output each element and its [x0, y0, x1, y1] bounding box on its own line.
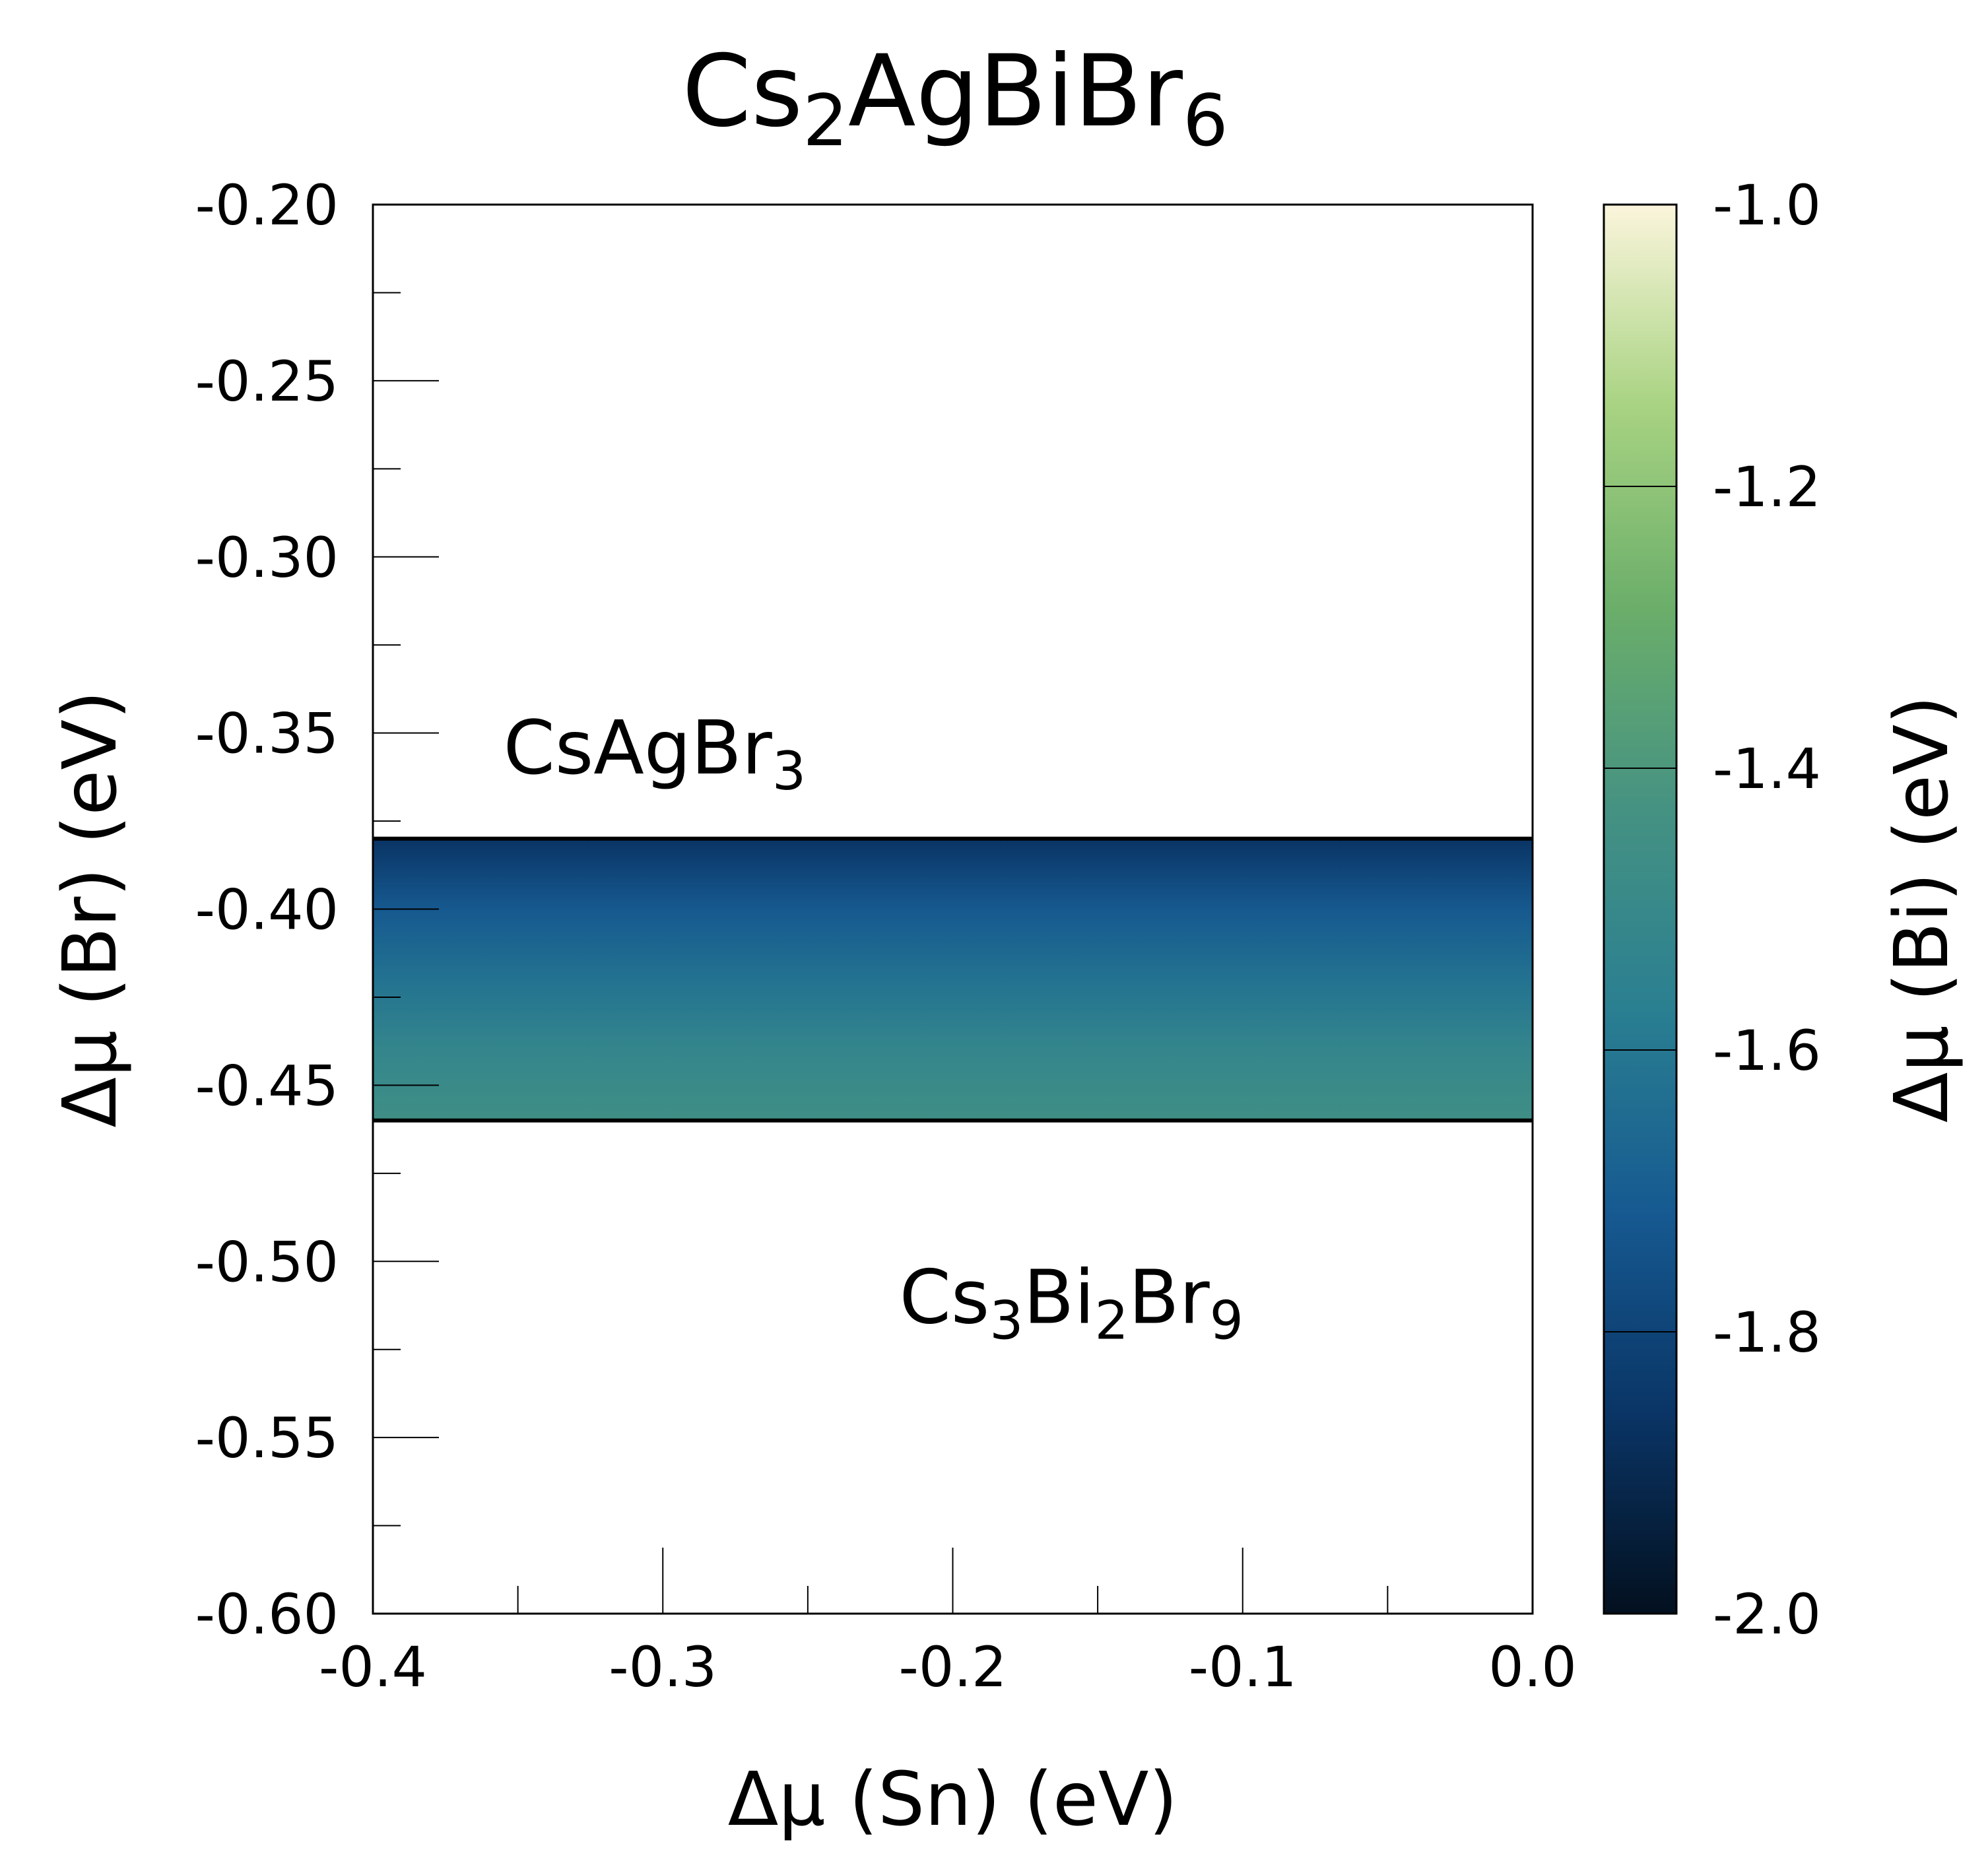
colorbar-ticks: -1.0 -1.2 -1.4 -1.6 -1.8 -2.0	[1604, 173, 1821, 1647]
annotation-cs3bi2br9: Cs3Bi2Br9	[900, 1255, 1243, 1352]
y-tick-label: -0.45	[195, 1053, 339, 1118]
y-axis-ticks: -0.20 -0.25 -0.30 -0.35 -0.40 -0.45 -0.50 -0.55…	[195, 173, 439, 1647]
y-tick-label: -0.55	[195, 1406, 339, 1470]
stable-region-heatmap	[373, 838, 1533, 1121]
y-tick-label: -0.50	[195, 1230, 339, 1294]
x-tick-label: -0.1	[1189, 1635, 1297, 1699]
y-axis-label: Δμ (Br) (eV)	[48, 690, 133, 1127]
chart-title: Cs2AgBiBr6	[682, 34, 1228, 162]
colorbar-tick-label: -1.6	[1713, 1018, 1821, 1083]
y-tick-label: -0.35	[195, 702, 339, 766]
x-tick-label: 0.0	[1488, 1635, 1577, 1699]
y-tick-label: -0.30	[195, 525, 339, 590]
colorbar-tick-label: -1.2	[1713, 455, 1821, 519]
x-tick-label: -0.3	[609, 1635, 717, 1699]
colorbar-tick-label: -1.8	[1713, 1300, 1821, 1365]
x-axis-label: Δμ (Sn) (eV)	[728, 1757, 1177, 1843]
x-tick-label: -0.4	[319, 1635, 427, 1699]
colorbar-tick-label: -1.0	[1713, 173, 1821, 238]
colorbar-label: Δμ (Bi) (eV)	[1879, 696, 1965, 1123]
y-tick-label: -0.25	[195, 349, 339, 414]
y-tick-label: -0.60	[195, 1582, 339, 1647]
x-tick-label: -0.2	[899, 1635, 1007, 1699]
colorbar	[1603, 203, 1678, 1615]
colorbar-tick-label: -2.0	[1713, 1582, 1821, 1647]
annotation-csagbr3: CsAgBr3	[504, 706, 806, 803]
y-tick-label: -0.40	[195, 878, 339, 942]
colorbar-tick-label: -1.4	[1713, 737, 1821, 801]
x-axis-ticks: -0.4 -0.3 -0.2 -0.1 0.0	[319, 1548, 1577, 1699]
y-tick-label: -0.20	[195, 173, 339, 238]
